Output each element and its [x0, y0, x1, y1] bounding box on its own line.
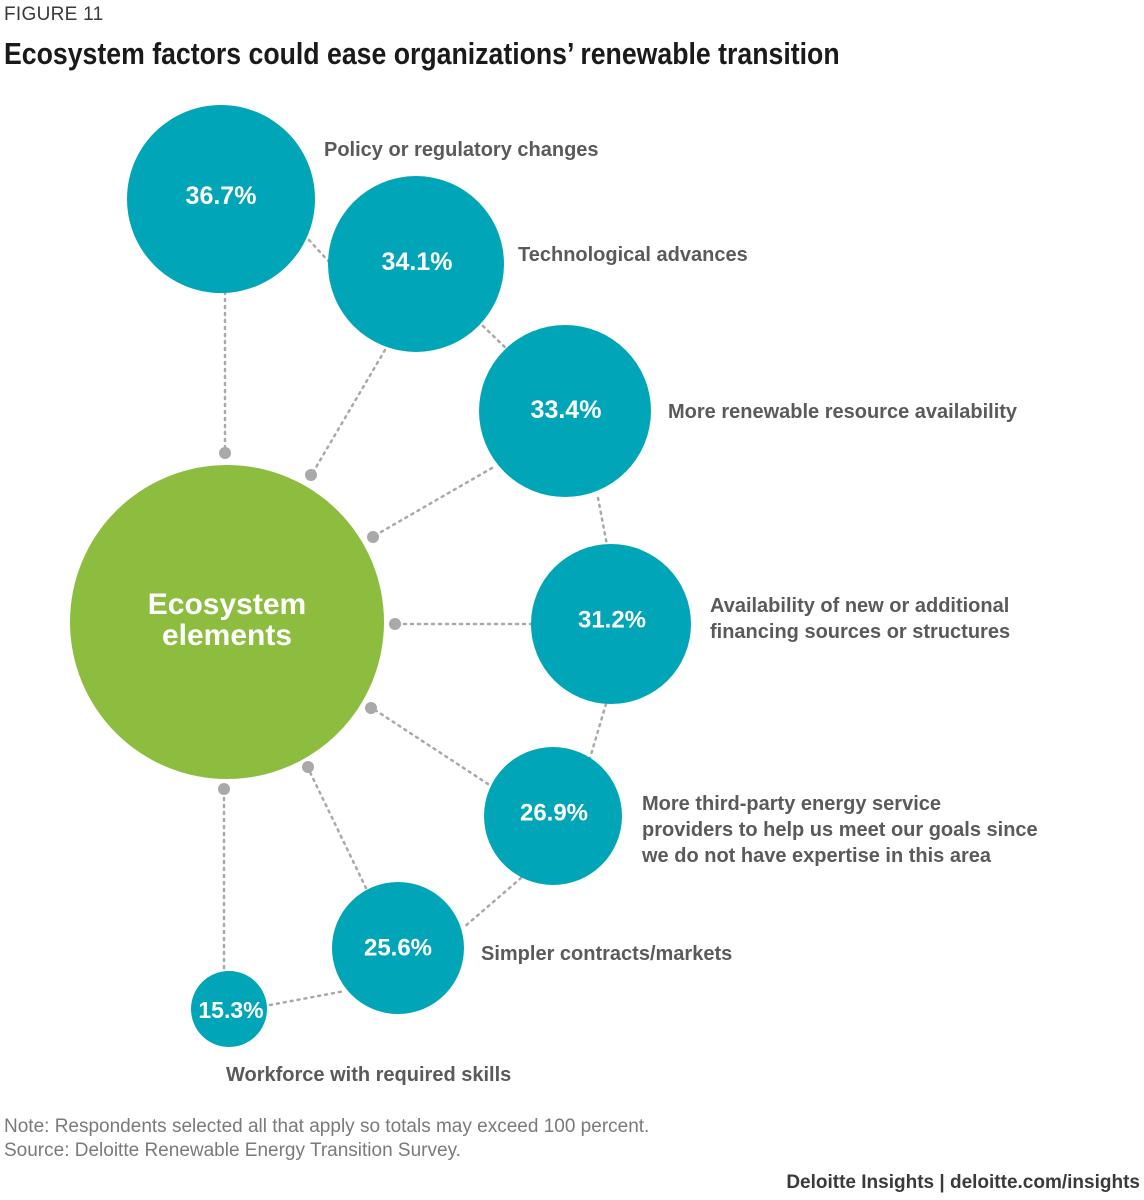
connector-chain-5 [461, 876, 523, 930]
hub-node: Ecosystem elements [70, 465, 384, 779]
label-financing-line2: financing sources or structures [710, 621, 1011, 643]
label-technology: Technological advances [518, 244, 748, 266]
connector-dot [365, 702, 377, 714]
connector-hub-5 [370, 706, 490, 786]
connector-lines [222, 238, 609, 1007]
label-financing-line1: Availability of new or additional [710, 595, 1010, 617]
hub-circle [70, 465, 384, 779]
connector-chain-1 [307, 238, 333, 266]
connector-dot [367, 531, 379, 543]
connector-hub-2 [310, 348, 387, 476]
connector-chain-4 [588, 702, 608, 760]
connector-dot [302, 761, 314, 773]
value-third-party: 26.9% [520, 800, 588, 827]
connector-hub-3 [372, 466, 494, 538]
bubble-workforce [191, 971, 267, 1047]
bubble-technology [328, 176, 504, 352]
label-contracts: Simpler contracts/markets [481, 943, 733, 965]
label-third-party-line1: More third-party energy service [642, 793, 941, 815]
bubble-policy [127, 105, 315, 293]
bubble-third-party [484, 747, 622, 885]
label-policy: Policy or regulatory changes [324, 139, 599, 161]
note-text: Note: Respondents selected all that appl… [4, 1116, 650, 1137]
bubble-contracts [332, 882, 464, 1014]
connector-chain-3 [596, 496, 609, 547]
connector-chain-6 [268, 989, 347, 1007]
value-resource: 33.4% [531, 396, 602, 424]
connector-dot [219, 447, 231, 459]
connector-chain-2 [481, 324, 512, 354]
chart-title: Ecosystem factors could ease organizatio… [4, 36, 840, 71]
value-contracts: 25.6% [364, 935, 432, 962]
bubble-resource [479, 325, 651, 497]
label-resource: More renewable resource availability [668, 401, 1018, 423]
connector-dots [218, 447, 401, 795]
connector-hub-6 [306, 766, 368, 890]
label-third-party: More third-party energy service provider… [642, 791, 1038, 869]
value-policy: 36.7% [186, 182, 257, 210]
connector-dot [218, 783, 230, 795]
bubble-financing [531, 544, 691, 704]
connector-dot [389, 618, 401, 630]
bubble-values: 36.7% 34.1% 33.4% 31.2% 26.9% 25.6% 15.3… [186, 182, 646, 1023]
figure-label: FIGURE 11 [4, 4, 104, 25]
brand-footer[interactable]: Deloitte Insights | deloitte.com/insight… [786, 1172, 1140, 1193]
source-text: Source: Deloitte Renewable Energy Transi… [4, 1140, 461, 1161]
value-financing: 31.2% [578, 607, 646, 634]
factor-bubbles [127, 105, 691, 1047]
value-workforce: 15.3% [198, 997, 263, 1023]
label-third-party-line2: providers to help us meet our goals sinc… [642, 819, 1038, 841]
label-workforce: Workforce with required skills [226, 1064, 512, 1086]
connector-dot [305, 469, 317, 481]
label-financing: Availability of new or additional financ… [710, 593, 1010, 645]
label-third-party-line3: we do not have expertise in this area [642, 845, 992, 867]
value-technology: 34.1% [382, 248, 453, 276]
hub-label-line1: Ecosystem [148, 588, 306, 621]
hub-label-line2: elements [162, 619, 292, 652]
